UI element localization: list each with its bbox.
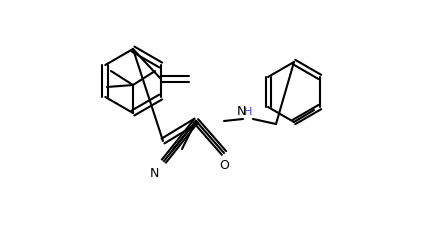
Text: O: O [219, 159, 229, 172]
Text: N: N [236, 105, 246, 118]
Text: H: H [244, 106, 252, 117]
Text: N: N [149, 167, 159, 180]
